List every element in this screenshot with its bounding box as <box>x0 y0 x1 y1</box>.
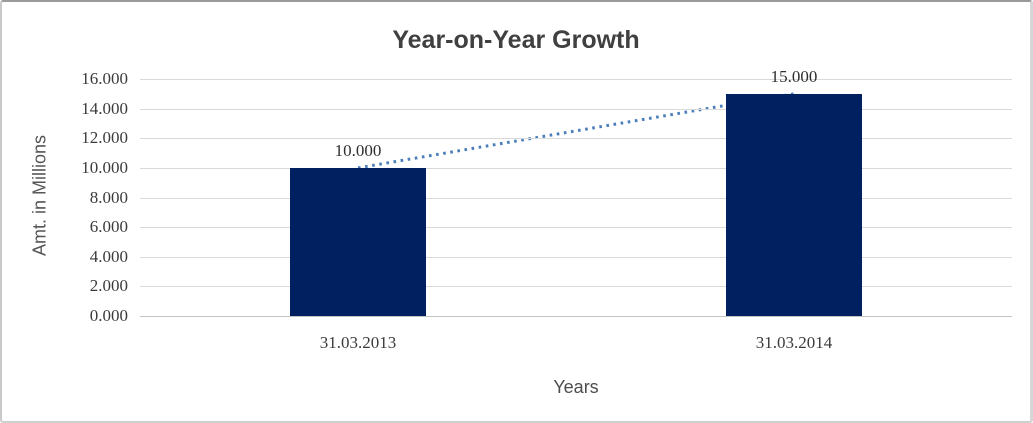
gridline <box>140 286 1012 287</box>
y-tick-label: 10.000 <box>81 158 128 177</box>
y-tick-label: 12.000 <box>81 128 128 147</box>
y-tick-label: 6.000 <box>89 217 128 236</box>
x-axis-line <box>140 316 1012 317</box>
chart-title: Year-on-Year Growth <box>392 26 640 54</box>
bar-value-label: 15.000 <box>770 67 818 86</box>
gridline <box>140 168 1012 169</box>
y-tick-label: 4.000 <box>89 247 128 266</box>
x-axis-title: Years <box>553 377 599 397</box>
x-category-label: 31.03.2014 <box>755 333 833 352</box>
gridline <box>140 79 1012 80</box>
trend-line <box>357 92 795 170</box>
y-tick-label: 14.000 <box>81 99 128 118</box>
y-tick-label: 0.000 <box>89 306 128 325</box>
trend-line-path <box>357 92 795 170</box>
gridline <box>140 257 1012 258</box>
bar <box>290 168 426 316</box>
gridline <box>140 198 1012 199</box>
y-tick-label: 8.000 <box>89 188 128 207</box>
bar <box>726 94 862 316</box>
bar-value-label: 10.000 <box>334 141 382 160</box>
gridline <box>140 227 1012 228</box>
gridline <box>140 138 1012 139</box>
y-tick-label: 16.000 <box>81 69 128 88</box>
y-tick-label: 2.000 <box>89 276 128 295</box>
x-category-label: 31.03.2013 <box>319 333 397 352</box>
plot-area <box>140 79 1012 317</box>
gridline <box>140 109 1012 110</box>
